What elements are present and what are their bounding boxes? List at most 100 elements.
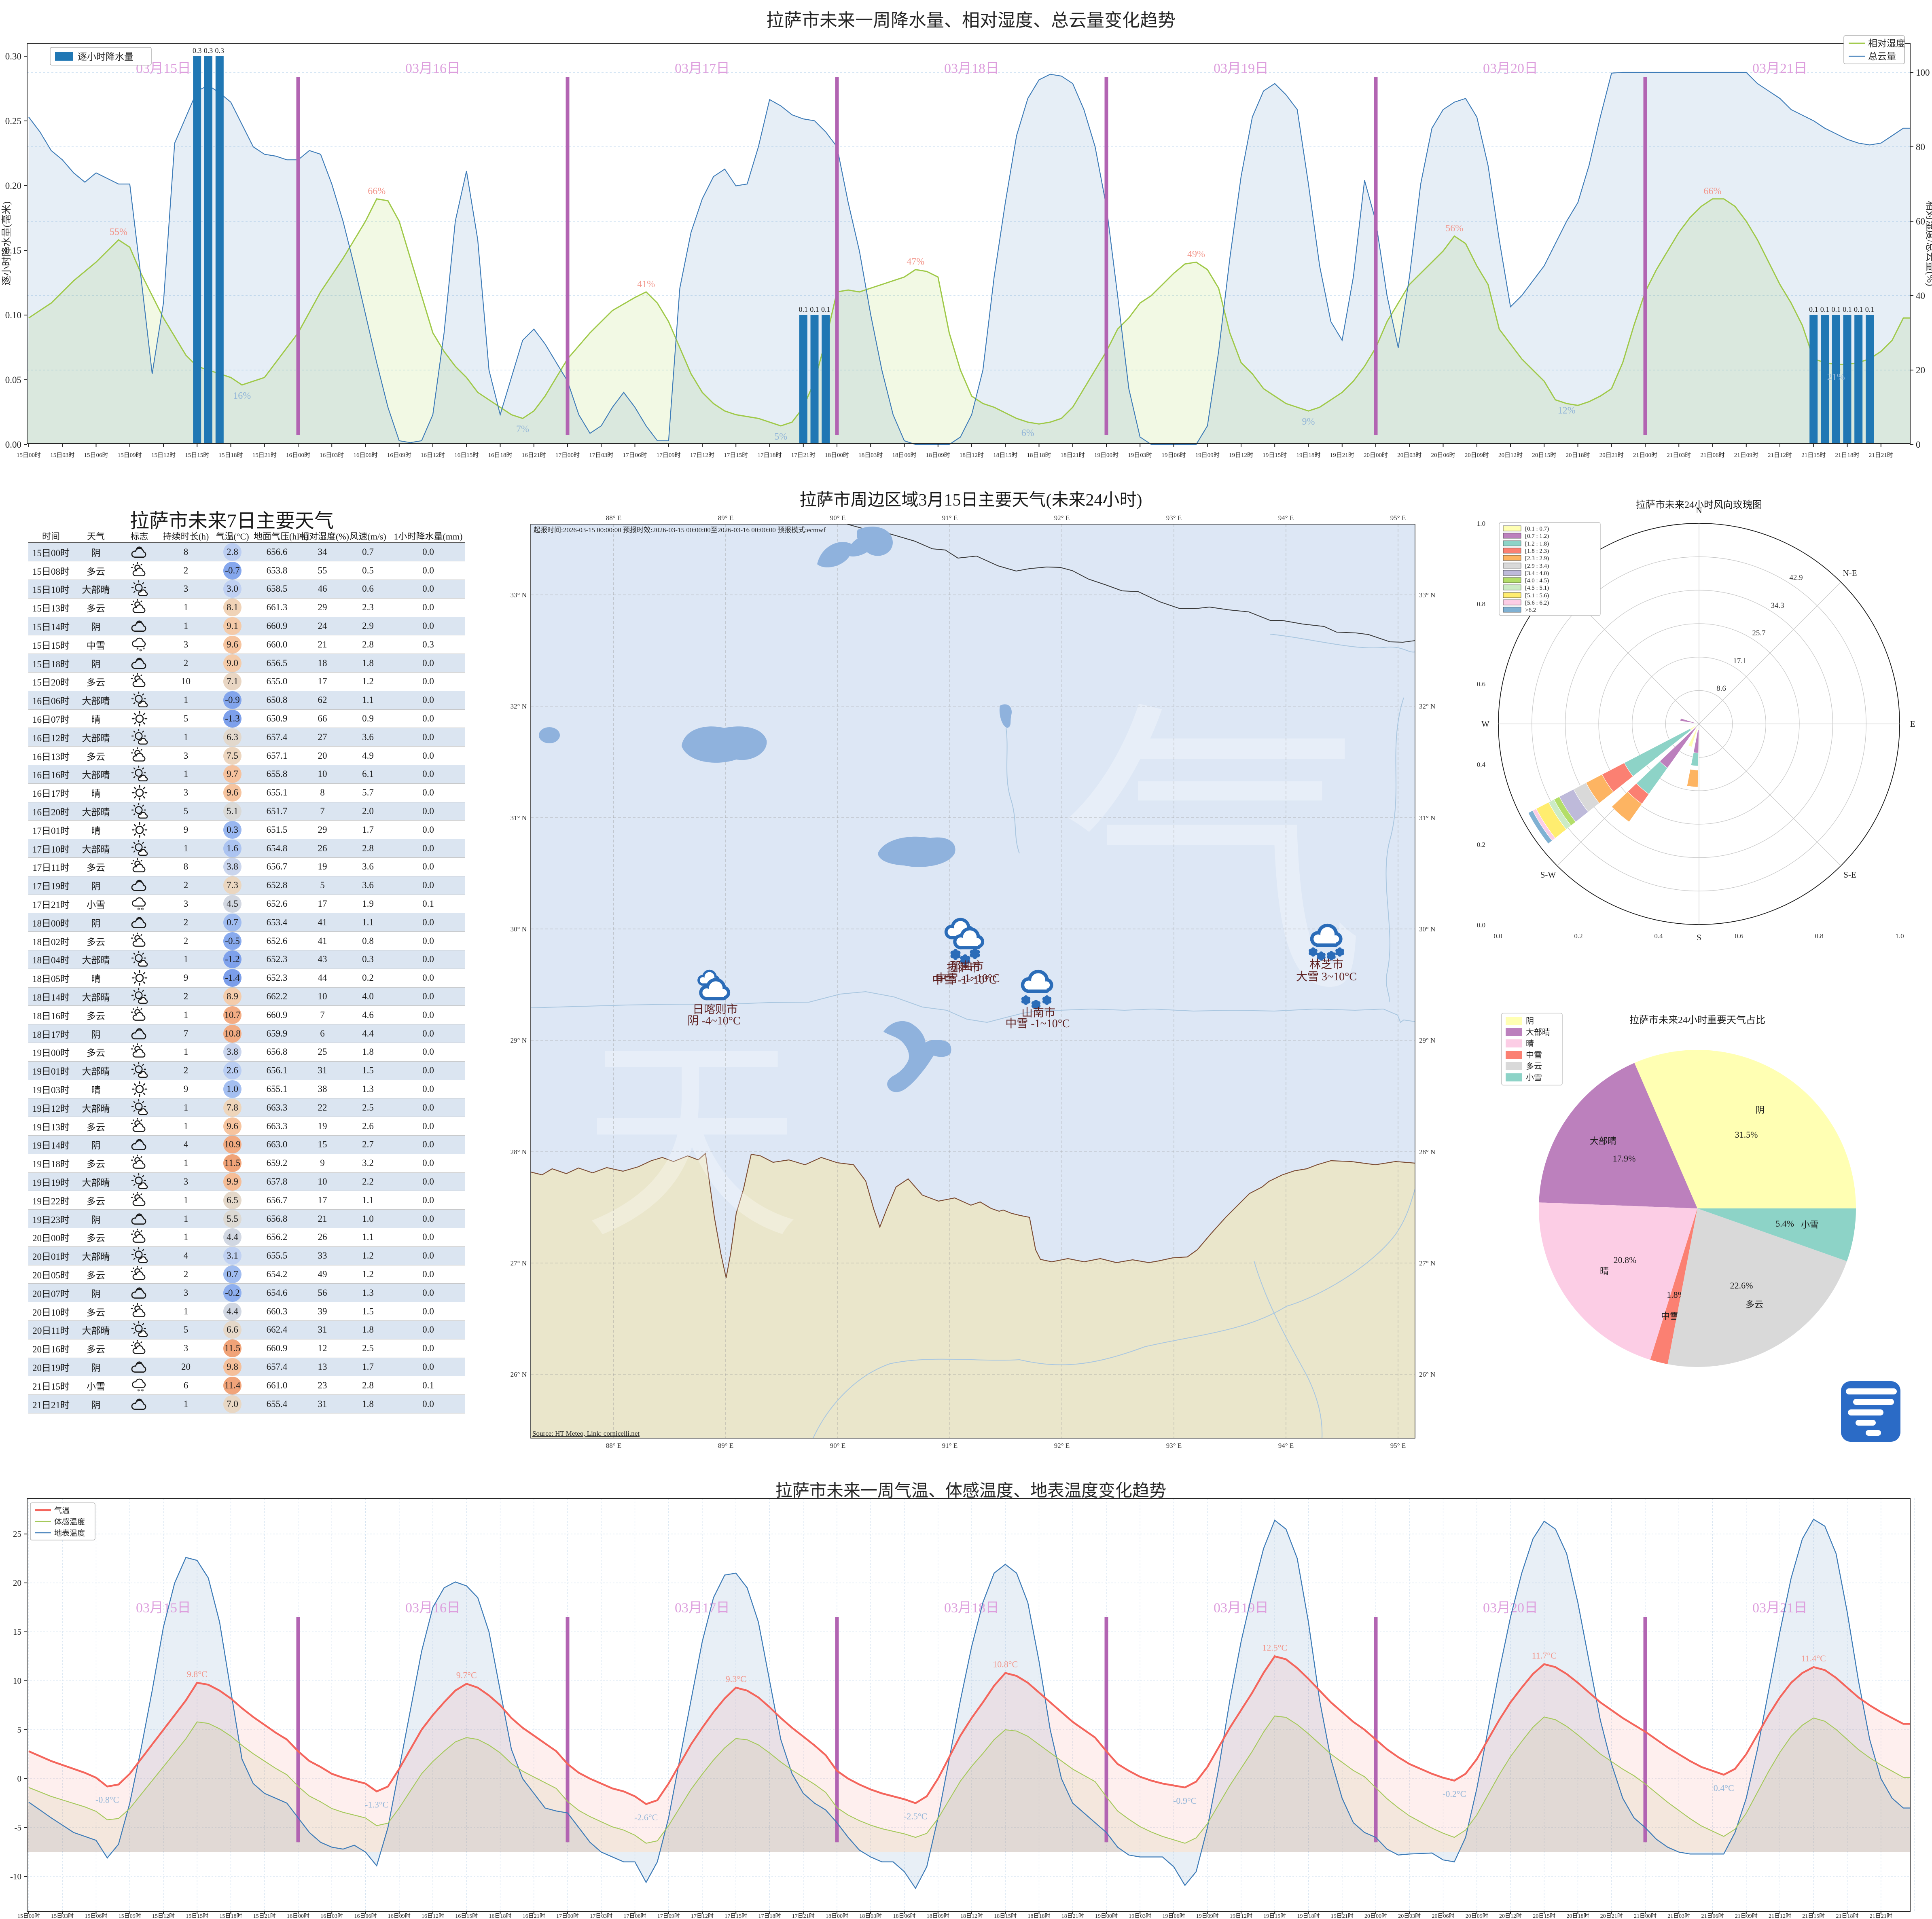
svg-text:12%: 12% [1558, 406, 1576, 416]
svg-text:0.25: 0.25 [5, 116, 21, 126]
svg-text:28° N: 28° N [1419, 1148, 1435, 1156]
svg-text:5%: 5% [774, 432, 787, 442]
svg-text:55%: 55% [110, 227, 127, 237]
svg-text:17日12时: 17日12时 [690, 452, 714, 459]
svg-text:-2.6°C: -2.6°C [634, 1812, 658, 1822]
svg-text:20日15时: 20日15时 [1533, 1913, 1555, 1919]
svg-text:0.10: 0.10 [5, 310, 21, 320]
svg-text:18日06时: 18日06时 [892, 452, 916, 459]
svg-text:16日00时: 16日00时 [286, 452, 310, 459]
svg-text:16日18时: 16日18时 [488, 452, 512, 459]
svg-text:19日21时: 19日21时 [1331, 1913, 1354, 1919]
svg-text:16日03时: 16日03时 [320, 452, 344, 459]
svg-text:20日12时: 20日12时 [1498, 452, 1523, 459]
svg-text:拉萨市未来24小时重要天气占比: 拉萨市未来24小时重要天气占比 [1629, 1015, 1765, 1026]
svg-text:19日00时: 19日00时 [1094, 452, 1119, 459]
svg-text:日喀则市: 日喀则市 [693, 1003, 738, 1016]
svg-text:95° E: 95° E [1390, 514, 1406, 522]
svg-text:[2.9 : 3.4): [2.9 : 3.4) [1525, 563, 1549, 569]
svg-text:18日00时: 18日00时 [825, 452, 849, 459]
svg-text:18日03时: 18日03时 [858, 452, 883, 459]
svg-text:19日06时: 19日06时 [1163, 1913, 1185, 1919]
svg-text:17日18时: 17日18时 [758, 1913, 781, 1919]
svg-text:0.3: 0.3 [193, 47, 202, 55]
svg-text:90° E: 90° E [830, 514, 845, 522]
svg-text:15日18时: 15日18时 [220, 1913, 242, 1919]
svg-text:*: * [136, 646, 139, 653]
svg-text:92° E: 92° E [1054, 1442, 1070, 1449]
svg-text:20.8%: 20.8% [1614, 1255, 1637, 1265]
svg-text:91° E: 91° E [942, 514, 958, 522]
svg-text:相对湿度: 相对湿度 [1868, 38, 1905, 49]
svg-text:16日21时: 16日21时 [522, 452, 546, 459]
svg-text:18日12时: 18日12时 [960, 1913, 983, 1919]
svg-text:相对湿度/总云量(%): 相对湿度/总云量(%) [1925, 201, 1932, 286]
svg-text:21日06时: 21日06时 [1701, 1913, 1724, 1919]
svg-text:17日18时: 17日18时 [757, 452, 782, 459]
svg-text:17日03时: 17日03时 [589, 452, 613, 459]
svg-text:9.8°C: 9.8°C [187, 1669, 208, 1679]
svg-text:60: 60 [1916, 216, 1925, 226]
svg-text:17日00时: 17日00时 [555, 452, 580, 459]
svg-text:21日12时: 21日12时 [1768, 452, 1792, 459]
svg-text:40: 40 [1916, 291, 1925, 301]
svg-text:30° N: 30° N [511, 925, 527, 933]
svg-text:15日06时: 15日06时 [84, 452, 108, 459]
svg-text:小雪: 小雪 [1526, 1073, 1542, 1082]
svg-text:16日21时: 16日21时 [523, 1913, 545, 1919]
svg-text:10: 10 [13, 1676, 21, 1686]
svg-text:31.5%: 31.5% [1735, 1130, 1758, 1140]
svg-text:[0.7 : 1.2): [0.7 : 1.2) [1525, 533, 1549, 540]
svg-text:21日21时: 21日21时 [1869, 452, 1893, 459]
svg-text:20日09时: 20日09时 [1466, 1913, 1488, 1919]
svg-text:中雪 -1~10°C: 中雪 -1~10°C [1005, 1017, 1070, 1030]
svg-text:中雪: 中雪 [1526, 1050, 1542, 1060]
svg-text:15日09时: 15日09时 [119, 1913, 141, 1919]
svg-text:93° E: 93° E [1166, 1442, 1182, 1449]
svg-text:19日06时: 19日06时 [1161, 452, 1186, 459]
svg-text:21日18时: 21日18时 [1835, 452, 1859, 459]
svg-text:16日15时: 16日15时 [455, 1913, 478, 1919]
svg-text:-1.3°C: -1.3°C [365, 1800, 388, 1810]
svg-text:21日03时: 21日03时 [1667, 452, 1691, 459]
svg-text:90° E: 90° E [830, 1442, 845, 1449]
svg-text:17日09时: 17日09时 [657, 1913, 680, 1919]
svg-text:20日09时: 20日09时 [1465, 452, 1489, 459]
svg-text:11.7°C: 11.7°C [1532, 1650, 1557, 1661]
svg-text:-5: -5 [15, 1823, 22, 1832]
svg-text:体感温度: 体感温度 [54, 1517, 85, 1526]
svg-text:17日06时: 17日06时 [624, 1913, 646, 1919]
svg-text:18日15时: 18日15时 [994, 1913, 1017, 1919]
svg-text:16日00时: 16日00时 [287, 1913, 309, 1919]
svg-text:33° N: 33° N [1419, 591, 1435, 599]
svg-text:03月15日: 03月15日 [136, 1601, 191, 1616]
svg-text:29° N: 29° N [511, 1037, 527, 1044]
svg-text:*: * [142, 646, 145, 653]
svg-text:80: 80 [1916, 142, 1925, 152]
svg-text:0.00: 0.00 [5, 440, 21, 450]
svg-text:5: 5 [17, 1725, 22, 1735]
svg-text:26° N: 26° N [511, 1371, 527, 1378]
svg-text:33° N: 33° N [511, 591, 527, 599]
svg-text:20日21时: 20日21时 [1600, 1913, 1623, 1919]
svg-text:[5.1 : 5.6): [5.1 : 5.6) [1525, 592, 1549, 599]
svg-text:0.20: 0.20 [5, 181, 21, 191]
svg-text:Source: HT Meteo, Link: cornic: Source: HT Meteo, Link: cornicelli.net [532, 1430, 640, 1437]
svg-text:88° E: 88° E [606, 514, 621, 522]
svg-text:0.4°C: 0.4°C [1714, 1783, 1734, 1793]
svg-text:15日15时: 15日15时 [185, 452, 209, 459]
svg-text:气: 气 [1060, 689, 1367, 1029]
svg-text:19日21时: 19日21时 [1330, 452, 1354, 459]
svg-text:19日09时: 19日09时 [1196, 1913, 1219, 1919]
svg-text:大雪 3~10°C: 大雪 3~10°C [1296, 970, 1357, 983]
svg-text:那曲市: 那曲市 [950, 960, 984, 973]
svg-text:20: 20 [1916, 365, 1925, 375]
svg-text:21日00时: 21日00时 [1633, 452, 1657, 459]
svg-text:03月18日: 03月18日 [944, 61, 999, 76]
svg-text:18日00时: 18日00时 [826, 1913, 848, 1919]
svg-text:0: 0 [17, 1774, 22, 1784]
svg-text:11.4°C: 11.4°C [1801, 1653, 1826, 1663]
svg-text:18日21时: 18日21时 [1061, 1913, 1084, 1919]
svg-text:N-E: N-E [1843, 568, 1857, 578]
svg-text:21日12时: 21日12时 [1769, 1913, 1791, 1919]
